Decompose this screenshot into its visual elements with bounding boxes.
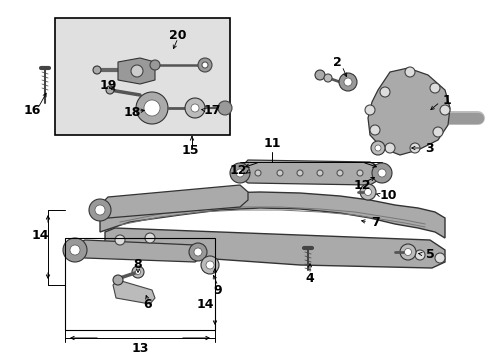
Polygon shape [113, 280, 155, 304]
Circle shape [276, 170, 283, 176]
Circle shape [131, 65, 142, 77]
Circle shape [254, 170, 261, 176]
Bar [65, 238, 215, 330]
Circle shape [201, 256, 219, 274]
Circle shape [369, 125, 379, 135]
Circle shape [374, 145, 380, 151]
Text: 16: 16 [23, 104, 41, 117]
Text: 4: 4 [305, 271, 314, 284]
Text: 20: 20 [169, 28, 186, 41]
Circle shape [189, 243, 206, 261]
Circle shape [439, 105, 449, 115]
Text: 12: 12 [352, 179, 370, 192]
Text: 14: 14 [31, 229, 49, 242]
Circle shape [93, 66, 101, 74]
Circle shape [63, 238, 87, 262]
Text: 5: 5 [425, 248, 433, 261]
Circle shape [145, 233, 155, 243]
Circle shape [132, 266, 143, 278]
Text: 11: 11 [263, 136, 280, 149]
Circle shape [432, 127, 442, 137]
Circle shape [359, 184, 375, 200]
Circle shape [399, 244, 415, 260]
Polygon shape [100, 185, 247, 218]
Polygon shape [367, 68, 449, 155]
Circle shape [429, 83, 439, 93]
Polygon shape [100, 192, 444, 238]
Text: 8: 8 [133, 258, 142, 271]
Circle shape [194, 248, 202, 256]
Circle shape [379, 87, 389, 97]
Circle shape [364, 189, 371, 195]
Polygon shape [118, 58, 155, 84]
Polygon shape [75, 240, 200, 262]
Text: 14: 14 [196, 298, 213, 311]
Circle shape [229, 163, 249, 183]
Circle shape [356, 170, 362, 176]
Circle shape [370, 141, 384, 155]
Text: 9: 9 [213, 284, 222, 297]
Text: 13: 13 [131, 342, 148, 355]
Circle shape [314, 70, 325, 80]
Circle shape [316, 170, 323, 176]
Text: 17: 17 [203, 104, 220, 117]
Circle shape [89, 199, 111, 221]
Circle shape [404, 67, 414, 77]
Text: 1: 1 [442, 94, 450, 107]
Text: 15: 15 [181, 144, 198, 157]
Circle shape [296, 170, 303, 176]
Circle shape [115, 235, 125, 245]
Text: 19: 19 [99, 78, 117, 91]
Circle shape [377, 169, 385, 177]
Circle shape [113, 275, 123, 285]
Text: 6: 6 [143, 298, 152, 311]
Circle shape [414, 250, 424, 260]
Text: 12: 12 [229, 163, 246, 176]
Circle shape [324, 74, 331, 82]
Text: 2: 2 [332, 55, 341, 68]
Circle shape [409, 143, 419, 153]
Circle shape [70, 245, 80, 255]
Circle shape [135, 270, 140, 274]
Circle shape [236, 169, 244, 177]
Text: 18: 18 [123, 105, 141, 118]
Circle shape [202, 62, 207, 68]
Circle shape [404, 248, 411, 256]
Circle shape [338, 73, 356, 91]
Text: 3: 3 [425, 141, 433, 154]
Circle shape [218, 101, 231, 115]
Circle shape [205, 261, 214, 269]
Circle shape [136, 92, 168, 124]
Circle shape [371, 163, 391, 183]
Circle shape [364, 105, 374, 115]
Circle shape [143, 100, 160, 116]
Circle shape [336, 170, 342, 176]
Circle shape [343, 78, 351, 86]
Circle shape [196, 246, 203, 254]
Circle shape [150, 60, 160, 70]
Circle shape [184, 98, 204, 118]
Text: 7: 7 [370, 216, 379, 229]
Circle shape [384, 143, 394, 153]
Polygon shape [105, 228, 444, 268]
Circle shape [95, 205, 105, 215]
Polygon shape [240, 160, 381, 185]
Circle shape [434, 253, 444, 263]
Circle shape [191, 104, 199, 112]
Circle shape [106, 86, 114, 94]
Text: 10: 10 [379, 189, 396, 202]
Bar [55, 18, 229, 135]
Circle shape [198, 58, 212, 72]
